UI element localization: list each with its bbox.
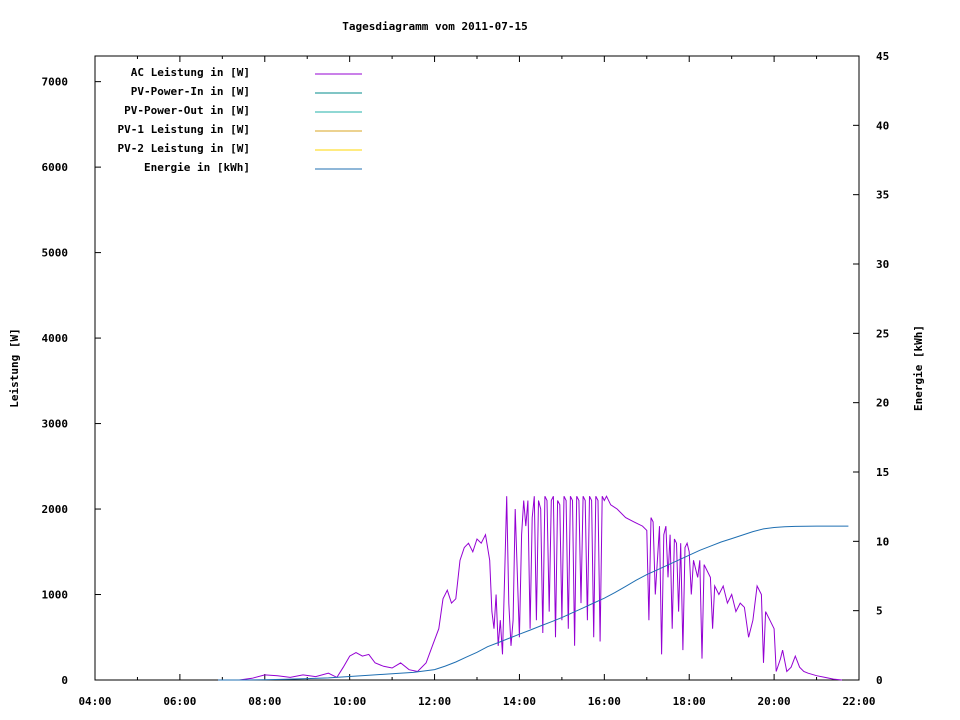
y2-tick-label: 0 xyxy=(876,674,883,687)
axis-ticks: 04:00 06:00 08:00 10:00 12:00 14:00 16:00 18:00… xyxy=(42,50,890,708)
y2-tick-label: 5 xyxy=(876,605,883,618)
y-axis-label: Leistung [W] xyxy=(8,328,21,407)
x-tick-label: 20:00 xyxy=(758,695,791,708)
legend-label: Energie in [kWh] xyxy=(144,161,250,174)
series-lines xyxy=(218,495,849,681)
x-tick-label: 18:00 xyxy=(673,695,706,708)
legend-label: PV-Power-Out in [W] xyxy=(124,104,250,117)
x-tick-label: 12:00 xyxy=(418,695,451,708)
x-tick-label: 16:00 xyxy=(588,695,621,708)
y-tick-label: 1000 xyxy=(42,589,69,602)
y-tick-label: 3000 xyxy=(42,418,69,431)
y2-tick-label: 20 xyxy=(876,397,889,410)
y-tick-label: 0 xyxy=(61,674,68,687)
y2-tick-label: 25 xyxy=(876,327,889,340)
x-tick-label: 04:00 xyxy=(78,695,111,708)
y-tick-label: 5000 xyxy=(42,247,69,260)
series-line xyxy=(218,495,843,681)
legend-label: AC Leistung in [W] xyxy=(131,66,250,79)
y2-tick-label: 45 xyxy=(876,50,889,63)
y-tick-label: 4000 xyxy=(42,332,69,345)
y2-tick-label: 30 xyxy=(876,258,889,271)
legend-label: PV-1 Leistung in [W] xyxy=(118,123,250,136)
y-tick-label: 6000 xyxy=(42,161,69,174)
x-tick-label: 10:00 xyxy=(333,695,366,708)
y2-tick-label: 10 xyxy=(876,535,889,548)
y2-axis-label: Energie [kWh] xyxy=(912,325,925,411)
legend-label: PV-Power-In in [W] xyxy=(131,85,250,98)
legend: AC Leistung in [W] PV-Power-In in [W] PV-P… xyxy=(118,66,362,174)
chart-title: Tagesdiagramm vom 2011-07-15 xyxy=(342,20,527,33)
x-tick-label: 08:00 xyxy=(248,695,281,708)
x-tick-label: 06:00 xyxy=(163,695,196,708)
y-tick-label: 2000 xyxy=(42,503,69,516)
y2-tick-label: 40 xyxy=(876,119,889,132)
y2-tick-label: 35 xyxy=(876,189,889,202)
y-tick-label: 7000 xyxy=(42,76,69,89)
series-line xyxy=(218,525,849,681)
x-tick-label: 22:00 xyxy=(842,695,875,708)
x-tick-label: 14:00 xyxy=(503,695,536,708)
y2-tick-label: 15 xyxy=(876,466,889,479)
legend-label: PV-2 Leistung in [W] xyxy=(118,142,250,155)
